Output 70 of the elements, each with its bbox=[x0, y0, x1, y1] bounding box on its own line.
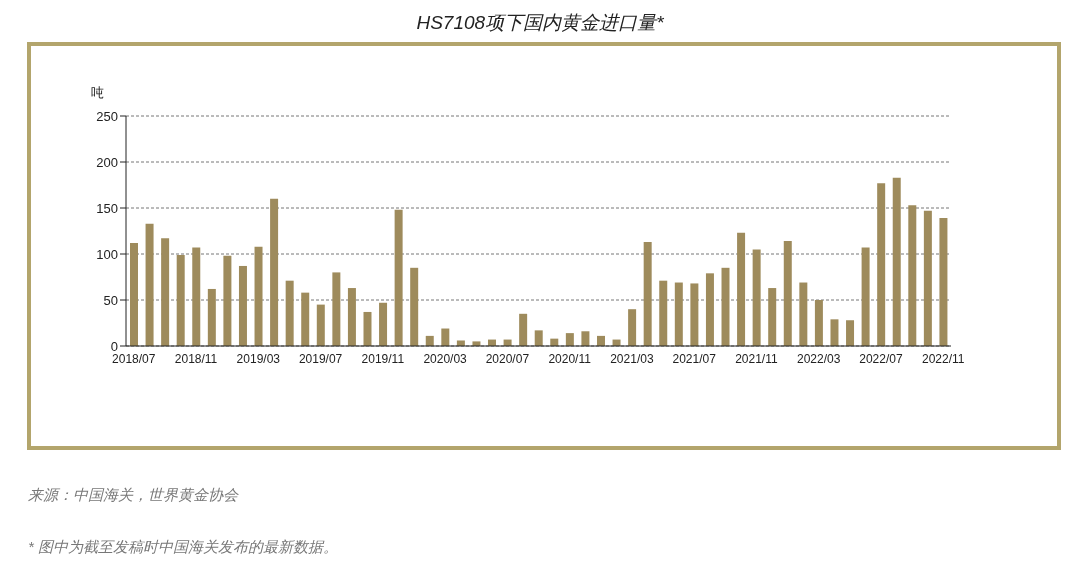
bar bbox=[130, 242, 138, 346]
bar bbox=[176, 254, 185, 346]
bar bbox=[301, 292, 310, 346]
bar bbox=[659, 280, 668, 346]
bar bbox=[674, 282, 683, 346]
x-tick-label: 2021/03 bbox=[610, 351, 654, 366]
bar bbox=[441, 328, 450, 346]
bar bbox=[394, 209, 403, 346]
bar bbox=[721, 267, 730, 346]
source-note: 来源：中国海关，世界黄金协会 bbox=[28, 486, 238, 505]
bar bbox=[207, 288, 216, 346]
x-tick-label: 2020/11 bbox=[548, 351, 592, 366]
bar bbox=[410, 267, 419, 346]
bar bbox=[628, 309, 637, 346]
bar bbox=[939, 218, 948, 346]
bar bbox=[768, 288, 777, 346]
bar bbox=[316, 304, 325, 346]
bar bbox=[254, 246, 263, 346]
bar bbox=[456, 340, 465, 346]
bar bbox=[752, 249, 761, 346]
bar bbox=[379, 302, 388, 346]
bar bbox=[145, 223, 154, 346]
text: * 图中为截至发稿时中国海关发布的最新数据。 bbox=[28, 538, 339, 557]
x-tick-label: 2022/03 bbox=[796, 351, 841, 366]
bar bbox=[223, 255, 232, 346]
y-tick-label: 150 bbox=[96, 200, 118, 216]
bar bbox=[192, 247, 201, 346]
x-tick-label: 2019/11 bbox=[361, 351, 405, 366]
x-tick-label: 2019/07 bbox=[298, 351, 343, 366]
x-tick-label: 2021/07 bbox=[672, 351, 717, 366]
bar bbox=[519, 313, 528, 346]
x-tick-label: 2019/03 bbox=[236, 351, 281, 366]
bar bbox=[565, 333, 574, 346]
x-tick-label: 2018/07 bbox=[112, 351, 156, 366]
bar bbox=[799, 282, 808, 346]
bar bbox=[238, 265, 247, 346]
bar bbox=[877, 183, 886, 346]
bar bbox=[705, 273, 714, 346]
bar bbox=[908, 205, 917, 346]
bar bbox=[861, 247, 870, 346]
bar bbox=[285, 280, 294, 346]
x-tick-label: 2022/11 bbox=[921, 351, 965, 366]
bar bbox=[270, 198, 279, 346]
bar bbox=[643, 242, 652, 346]
y-tick-label: 200 bbox=[96, 154, 118, 170]
bar bbox=[814, 300, 823, 346]
x-tick-label: 2020/07 bbox=[485, 351, 530, 366]
bar bbox=[846, 320, 855, 346]
bar bbox=[161, 238, 170, 346]
x-tick-label: 2021/11 bbox=[735, 351, 778, 366]
y-tick-label: 100 bbox=[96, 246, 118, 262]
bar bbox=[737, 232, 746, 346]
x-tick-label: 2018/11 bbox=[174, 351, 218, 366]
y-tick-label: 250 bbox=[96, 108, 118, 124]
bar bbox=[830, 319, 839, 346]
bar bbox=[363, 311, 372, 346]
bar bbox=[347, 288, 356, 346]
bar bbox=[534, 330, 543, 346]
bar bbox=[923, 210, 932, 346]
bar bbox=[892, 177, 901, 346]
bar bbox=[783, 241, 792, 346]
bar bbox=[690, 283, 699, 346]
bar bbox=[581, 331, 590, 346]
chart-title: HS7108项下国内黄金进口量* bbox=[415, 11, 665, 35]
y-tick-label: 0 bbox=[110, 338, 118, 354]
y-tick-label: 50 bbox=[103, 292, 118, 308]
y-axis-title: 吨 bbox=[91, 84, 104, 102]
x-tick-label: 2020/03 bbox=[423, 351, 468, 366]
bar bbox=[332, 272, 341, 346]
x-tick-label: 2022/07 bbox=[859, 351, 903, 366]
